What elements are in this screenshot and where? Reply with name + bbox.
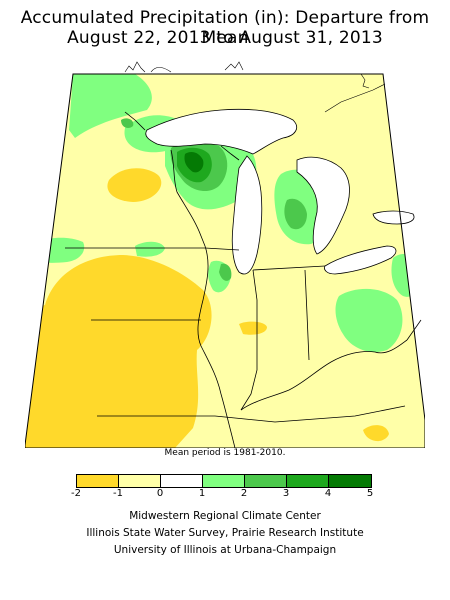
dry-areas: [25, 168, 389, 448]
wettest-areas: [184, 152, 204, 173]
legend-tick: 0: [156, 488, 164, 499]
credit-line: Illinois State Water Survey, Prairie Res…: [86, 527, 364, 539]
legend-tick: -1: [113, 488, 123, 499]
legend-swatch: [245, 475, 287, 487]
mean-period-note: Mean period is 1981-2010.: [164, 448, 286, 458]
legend-tick: 5: [366, 488, 374, 499]
map-title: Accumulated Precipitation (in): Departur…: [20, 8, 430, 48]
color-legend: [76, 474, 372, 488]
credit-line: University of Illinois at Urbana-Champai…: [113, 544, 337, 556]
map-date-range: August 22, 2013 to August 31, 2013: [67, 28, 383, 48]
legend-tick: 3: [282, 488, 290, 499]
legend-swatch: [203, 475, 245, 487]
state-boundaries: [65, 111, 422, 448]
legend-swatch: [287, 475, 329, 487]
legend-swatch: [161, 475, 203, 487]
great-lakes: [145, 108, 415, 275]
legend-tick: -2: [71, 488, 81, 499]
credit-line: Midwestern Regional Climate Center: [129, 510, 321, 522]
legend-tick: 1: [198, 488, 206, 499]
region-outline: [25, 73, 425, 448]
canada-coastlines: [124, 61, 386, 113]
legend-swatch: [119, 475, 161, 487]
legend-swatch: [329, 475, 371, 487]
legend-swatch: [77, 475, 119, 487]
legend-tick: 2: [240, 488, 248, 499]
legend-tick: 4: [324, 488, 332, 499]
precipitation-departure-map: [25, 50, 425, 448]
